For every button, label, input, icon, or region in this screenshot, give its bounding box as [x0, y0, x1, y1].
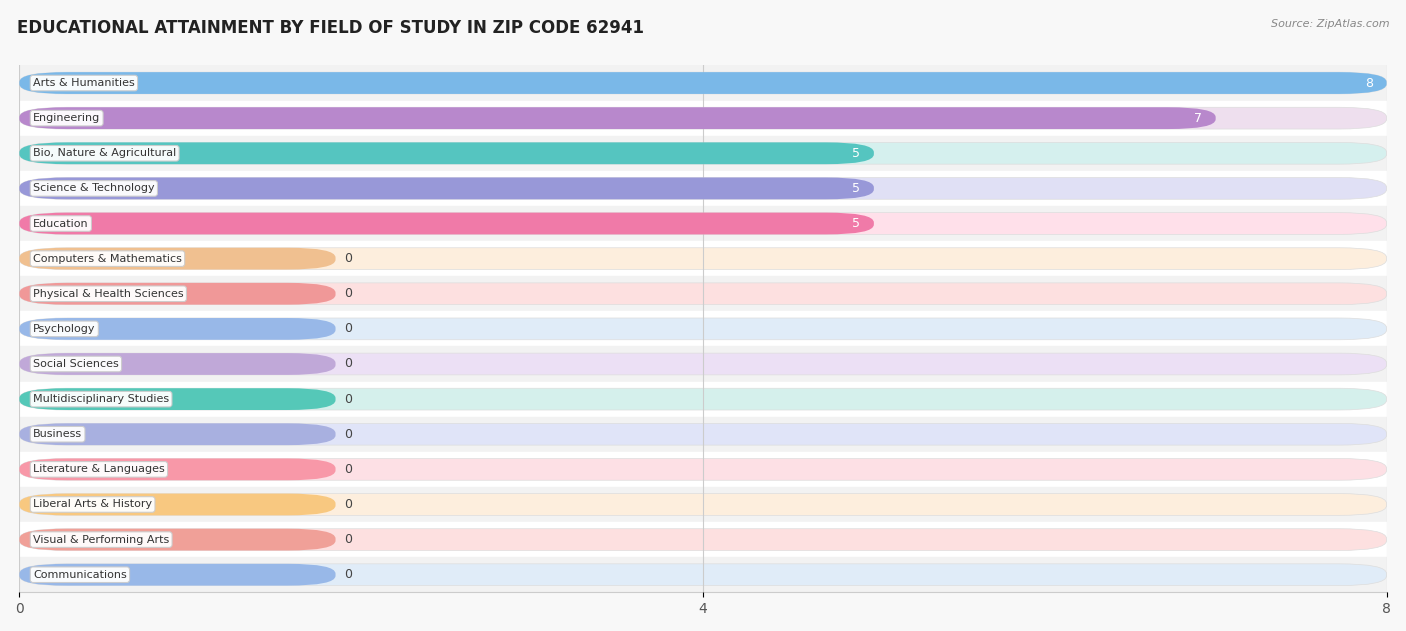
Text: 5: 5 [852, 182, 860, 195]
Text: Bio, Nature & Agricultural: Bio, Nature & Agricultural [34, 148, 176, 158]
Bar [20, 487, 1386, 522]
Bar [20, 557, 1386, 593]
FancyBboxPatch shape [20, 529, 1386, 550]
FancyBboxPatch shape [20, 459, 1386, 480]
Bar [20, 241, 1386, 276]
Text: 5: 5 [852, 147, 860, 160]
Bar [20, 416, 1386, 452]
FancyBboxPatch shape [20, 213, 875, 234]
FancyBboxPatch shape [20, 143, 1386, 164]
FancyBboxPatch shape [20, 423, 336, 445]
Text: 0: 0 [344, 358, 352, 370]
Text: 5: 5 [852, 217, 860, 230]
Bar [20, 100, 1386, 136]
Text: 0: 0 [344, 287, 352, 300]
FancyBboxPatch shape [20, 143, 875, 164]
Text: Education: Education [34, 218, 89, 228]
FancyBboxPatch shape [20, 353, 1386, 375]
Text: Science & Technology: Science & Technology [34, 184, 155, 193]
FancyBboxPatch shape [20, 388, 336, 410]
FancyBboxPatch shape [20, 493, 1386, 516]
FancyBboxPatch shape [20, 529, 336, 550]
Text: 7: 7 [1194, 112, 1202, 125]
FancyBboxPatch shape [20, 564, 1386, 586]
FancyBboxPatch shape [20, 318, 336, 339]
FancyBboxPatch shape [20, 318, 1386, 339]
FancyBboxPatch shape [20, 177, 875, 199]
Text: Arts & Humanities: Arts & Humanities [34, 78, 135, 88]
FancyBboxPatch shape [20, 388, 1386, 410]
Text: 0: 0 [344, 463, 352, 476]
Text: 0: 0 [344, 322, 352, 336]
Text: Literature & Languages: Literature & Languages [34, 464, 165, 475]
Text: 0: 0 [344, 252, 352, 265]
Text: 0: 0 [344, 533, 352, 546]
FancyBboxPatch shape [20, 107, 1386, 129]
Text: Computers & Mathematics: Computers & Mathematics [34, 254, 181, 264]
FancyBboxPatch shape [20, 459, 336, 480]
Text: Visual & Performing Arts: Visual & Performing Arts [34, 534, 169, 545]
Text: Engineering: Engineering [34, 113, 100, 123]
FancyBboxPatch shape [20, 248, 1386, 269]
FancyBboxPatch shape [20, 493, 336, 516]
Bar [20, 206, 1386, 241]
FancyBboxPatch shape [20, 283, 336, 305]
Text: 0: 0 [344, 428, 352, 440]
Text: EDUCATIONAL ATTAINMENT BY FIELD OF STUDY IN ZIP CODE 62941: EDUCATIONAL ATTAINMENT BY FIELD OF STUDY… [17, 19, 644, 37]
FancyBboxPatch shape [20, 107, 1216, 129]
FancyBboxPatch shape [20, 72, 1386, 94]
Text: Social Sciences: Social Sciences [34, 359, 118, 369]
FancyBboxPatch shape [20, 72, 1386, 94]
FancyBboxPatch shape [20, 283, 1386, 305]
Bar [20, 276, 1386, 311]
FancyBboxPatch shape [20, 177, 1386, 199]
FancyBboxPatch shape [20, 248, 336, 269]
Bar [20, 136, 1386, 171]
Bar [20, 522, 1386, 557]
Text: Business: Business [34, 429, 82, 439]
Text: 8: 8 [1365, 76, 1372, 90]
Bar [20, 311, 1386, 346]
FancyBboxPatch shape [20, 213, 1386, 234]
FancyBboxPatch shape [20, 423, 1386, 445]
Text: Communications: Communications [34, 570, 127, 580]
Bar [20, 382, 1386, 416]
Text: 0: 0 [344, 392, 352, 406]
Text: Source: ZipAtlas.com: Source: ZipAtlas.com [1271, 19, 1389, 29]
Bar [20, 66, 1386, 100]
Bar [20, 346, 1386, 382]
Bar [20, 452, 1386, 487]
Text: 0: 0 [344, 569, 352, 581]
FancyBboxPatch shape [20, 564, 336, 586]
Bar [20, 171, 1386, 206]
Text: Multidisciplinary Studies: Multidisciplinary Studies [34, 394, 169, 404]
Text: Psychology: Psychology [34, 324, 96, 334]
FancyBboxPatch shape [20, 353, 336, 375]
Text: Physical & Health Sciences: Physical & Health Sciences [34, 289, 184, 298]
Text: Liberal Arts & History: Liberal Arts & History [34, 500, 152, 509]
Text: 0: 0 [344, 498, 352, 511]
